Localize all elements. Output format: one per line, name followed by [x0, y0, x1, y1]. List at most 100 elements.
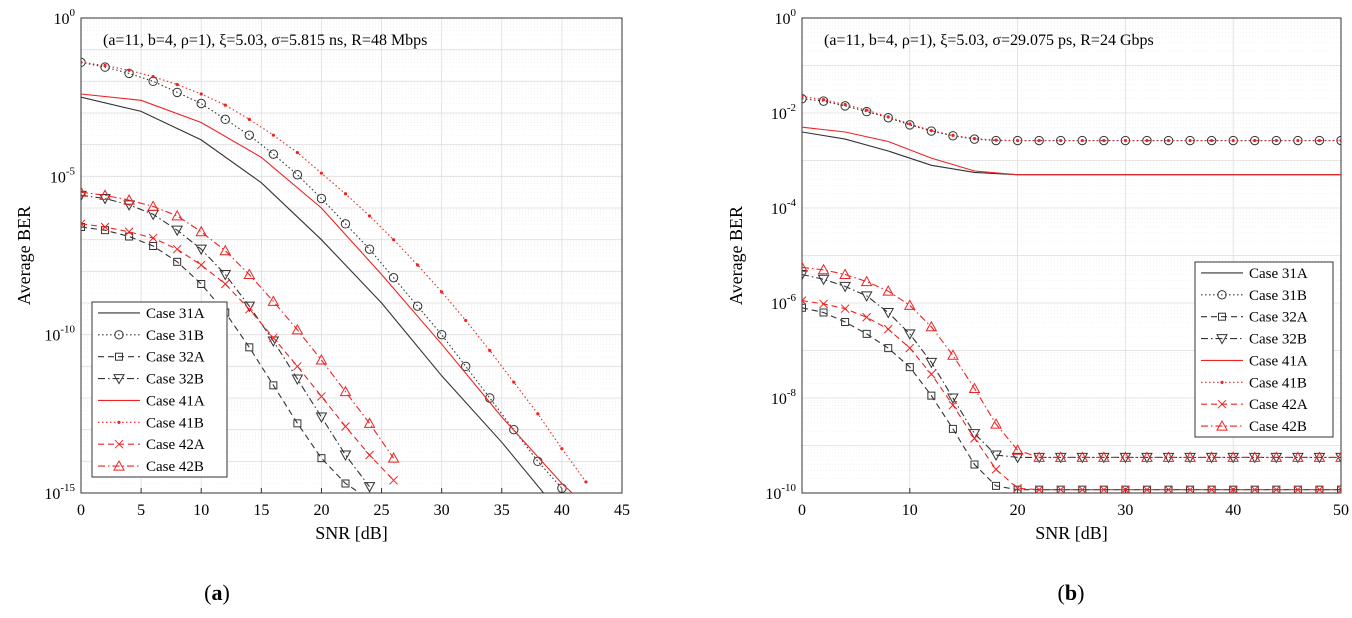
data-point	[970, 434, 979, 443]
data-point	[1166, 138, 1171, 143]
data-point	[1078, 485, 1087, 493]
legend-label: Case 42B	[146, 459, 204, 475]
data-point	[1317, 138, 1322, 143]
data-point	[821, 98, 826, 102]
data-point	[840, 304, 850, 314]
data-point	[903, 329, 916, 340]
data-point	[969, 134, 980, 144]
data-point	[929, 128, 933, 133]
legend-label: Case 32B	[1249, 332, 1307, 348]
data-point	[839, 268, 851, 279]
data-point	[1188, 138, 1192, 143]
data-point	[269, 381, 278, 390]
legend-marker	[114, 439, 124, 449]
data-point	[219, 270, 232, 281]
data-point	[100, 222, 110, 232]
y-axis-label: Average BER	[14, 206, 34, 305]
data-point	[1227, 451, 1240, 462]
data-point	[317, 454, 326, 463]
data-point	[195, 244, 208, 256]
data-point	[994, 138, 998, 142]
data-point	[1016, 138, 1020, 143]
data-point	[127, 68, 131, 72]
data-point	[1296, 138, 1300, 143]
data-point	[1121, 485, 1130, 493]
y-tick-label: 10-2	[771, 102, 796, 123]
data-point	[1119, 451, 1132, 462]
data-point	[817, 263, 830, 275]
data-point	[819, 299, 828, 309]
data-point	[1099, 485, 1109, 493]
data-point	[802, 270, 808, 281]
data-point	[802, 94, 807, 104]
legend-marker	[1220, 380, 1224, 384]
data-point	[1013, 485, 1022, 493]
data-point	[123, 200, 135, 211]
y-tick-label: 10-8	[771, 387, 797, 408]
data-point	[151, 74, 155, 79]
legend-label: Case 41B	[1249, 375, 1307, 391]
data-point	[416, 263, 420, 267]
data-point	[247, 117, 251, 121]
data-point	[1164, 485, 1173, 493]
axes-box	[80, 17, 623, 494]
legend-marker	[113, 374, 125, 385]
y-axis-label: Average BER	[726, 206, 746, 305]
data-point	[171, 225, 184, 237]
legend-box	[91, 301, 228, 478]
y-tick-label: 10-10	[765, 482, 796, 503]
data-point	[1077, 135, 1087, 146]
data-point	[173, 257, 182, 266]
data-point	[1162, 451, 1175, 462]
data-point	[1145, 138, 1149, 143]
legend-marker	[114, 330, 124, 340]
chart-title: (a=11, b=4, ρ=1), ξ=5.03, σ=5.815 ns, R=…	[103, 32, 427, 49]
data-point	[802, 296, 807, 305]
data-point	[862, 329, 871, 338]
data-point	[315, 353, 328, 365]
chart-b: 0 10 20 30 40 50 100 10-2 10-4 10-6 10-8 10-10 SNR […	[726, 7, 1349, 543]
data-point	[341, 479, 350, 488]
legend-marker	[1218, 312, 1226, 321]
data-point	[464, 318, 468, 323]
data-point	[1253, 138, 1257, 143]
data-point	[1274, 138, 1278, 143]
data-point	[81, 186, 87, 197]
y-tick-label: 100	[775, 7, 797, 28]
data-point	[1184, 451, 1196, 462]
data-point	[802, 94, 804, 98]
data-point	[1228, 485, 1238, 493]
data-point	[171, 209, 184, 221]
data-point	[927, 391, 936, 400]
legend-marker	[113, 460, 125, 471]
legend-label: Case 42B	[1249, 419, 1307, 435]
y-tick-label: 10-4	[771, 197, 797, 218]
data-point	[839, 281, 851, 293]
data-point	[220, 279, 230, 289]
x-tick-label: 30	[1117, 502, 1133, 519]
data-point	[905, 120, 915, 130]
data-point	[925, 320, 938, 332]
data-point	[584, 480, 588, 484]
data-point	[861, 106, 872, 117]
data-point	[172, 244, 182, 254]
legend-label: Case 31B	[146, 328, 204, 344]
data-point	[1250, 485, 1260, 493]
data-point	[81, 219, 86, 229]
data-point	[219, 244, 232, 256]
data-point	[802, 303, 806, 312]
data-point	[802, 261, 808, 272]
data-point	[948, 400, 958, 410]
data-point	[1205, 451, 1218, 462]
data-point	[363, 482, 376, 493]
data-point	[223, 103, 227, 107]
x-tick-label: 10	[193, 502, 209, 519]
legend-label: Case 42A	[1249, 397, 1308, 413]
x-tick-label: 10	[902, 502, 918, 519]
data-point	[339, 450, 352, 462]
x-tick-label: 40	[554, 502, 570, 519]
data-point	[269, 333, 278, 343]
legend-marker	[115, 352, 123, 361]
x-tick-label: 20	[1010, 502, 1026, 519]
data-point	[366, 496, 373, 503]
